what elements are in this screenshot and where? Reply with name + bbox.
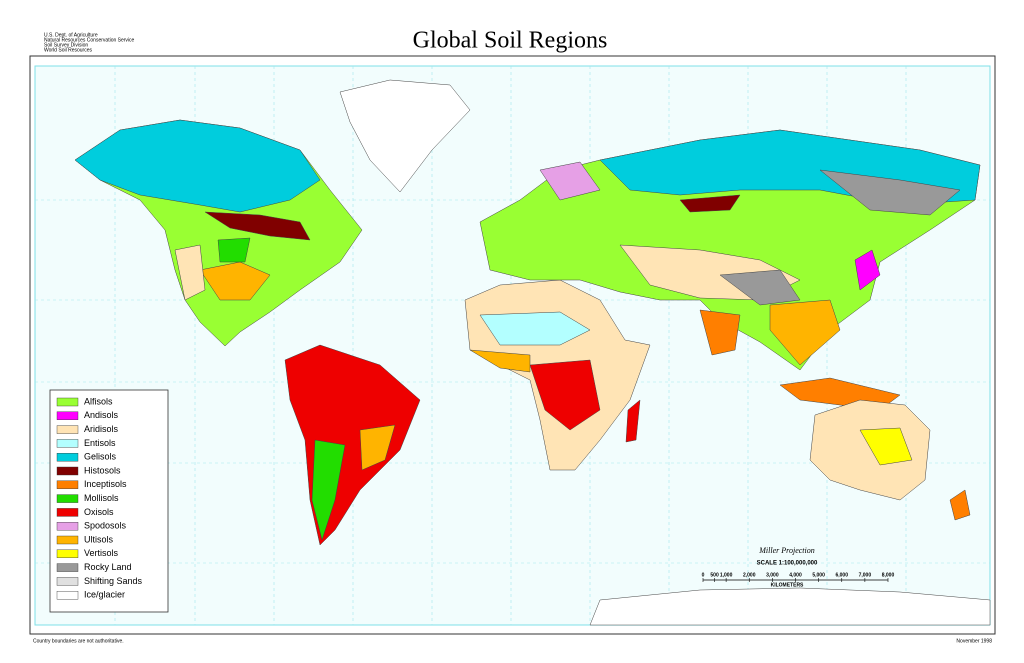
- scale-unit: KILOMETERS: [771, 582, 804, 588]
- agency-line: Natural Resources Conservation Service: [44, 37, 135, 43]
- scale-tick-label: 7,000: [859, 572, 872, 578]
- legend-swatch: [56, 411, 79, 420]
- scale-tick-label: 3,000: [766, 572, 779, 578]
- legend-swatch: [56, 453, 79, 462]
- scale-tick-label: 0: [702, 572, 705, 578]
- legend-label: Rocky Land: [84, 562, 132, 572]
- scale-tick-label: 5,000: [812, 572, 825, 578]
- legend-label: Aridisols: [84, 424, 119, 434]
- agency-line: Soil Survey Division: [44, 42, 88, 48]
- legend-swatch: [56, 494, 79, 503]
- header: U.S. Dept. of Agriculture Natural Resour…: [44, 28, 607, 54]
- legend-label: Histosols: [84, 465, 121, 475]
- scale-tick-label: 8,000: [882, 572, 895, 578]
- legend-label: Shifting Sands: [84, 576, 143, 586]
- map: [34, 65, 991, 626]
- legend-swatch: [56, 466, 79, 476]
- legend-label: Vertisols: [84, 548, 119, 558]
- scale-tick-label: 500: [710, 572, 719, 578]
- legend-label: Oxisols: [84, 507, 114, 517]
- title: Global Soil Regions: [413, 28, 608, 54]
- scale-tick-label: 2,000: [743, 572, 756, 578]
- scale-tick-label: 6,000: [835, 572, 848, 578]
- legend-label: Ice/glacier: [84, 590, 125, 600]
- scale-bar: Miller Projection SCALE 1:100,000,000 KI…: [702, 546, 895, 589]
- scale-tick-label: 4,000: [789, 572, 802, 578]
- legend-swatch: [56, 508, 79, 517]
- footer-date: November 1998: [956, 638, 992, 644]
- legend-label: Entisols: [84, 438, 116, 448]
- footer-note: Country boundaries are not authoritative…: [33, 638, 124, 644]
- legend-swatch: [56, 397, 79, 407]
- outer-frame: [29, 55, 996, 635]
- agency-line: World Soil Resources: [44, 47, 92, 53]
- scale-tick-label: 1,000: [720, 572, 733, 578]
- legend-swatch: [56, 535, 79, 545]
- legend-swatch: [56, 577, 79, 586]
- continents: [74, 79, 991, 626]
- legend-label: Mollisols: [84, 493, 119, 503]
- legend-swatch: [56, 425, 79, 434]
- legend-swatch: [56, 480, 79, 489]
- legend-label: Gelisols: [84, 452, 117, 462]
- agency-line: U.S. Dept. of Agriculture: [44, 32, 98, 38]
- legend-swatch: [56, 563, 79, 572]
- legend: Alfisols Andisols Aridisols Entisols Gelisol…: [49, 389, 169, 613]
- legend-label: Andisols: [84, 410, 119, 420]
- legend-label: Inceptisols: [84, 479, 127, 489]
- legend-label: Ultisols: [84, 534, 114, 544]
- legend-swatch: [56, 439, 79, 448]
- legend-label: Alfisols: [84, 396, 113, 406]
- legend-swatch: [56, 549, 79, 558]
- legend-swatch: [56, 591, 79, 600]
- legend-swatch: [56, 522, 79, 531]
- scale-ratio: SCALE 1:100,000,000: [757, 561, 818, 567]
- projection: Miller Projection: [758, 546, 814, 555]
- legend-label: Spodosols: [84, 521, 127, 531]
